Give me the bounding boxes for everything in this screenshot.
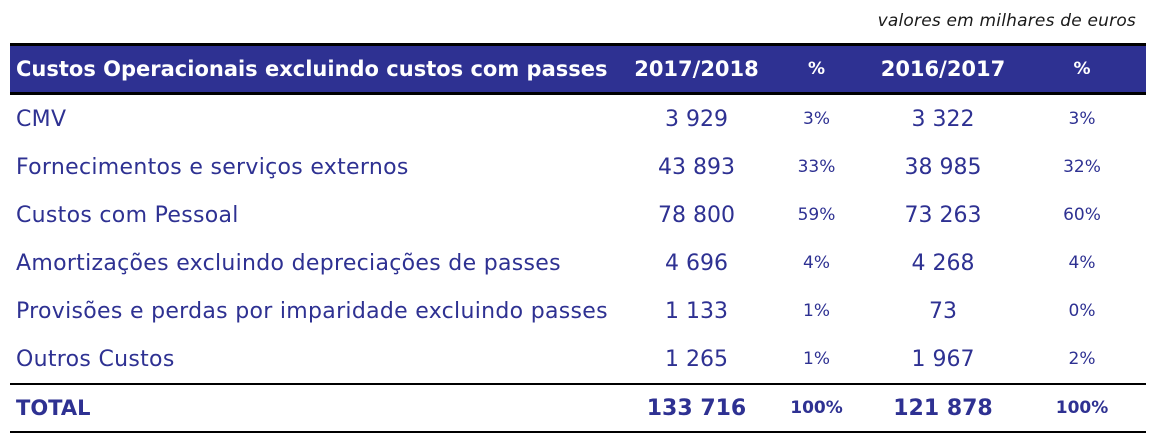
total-label: TOTAL <box>10 383 628 433</box>
row-value-2017-2018: 78 800 <box>658 202 735 228</box>
total-value-2016-2017: 121 878 <box>868 383 1018 433</box>
row-value-2016-2017: 4 268 <box>911 250 975 276</box>
row-pct-2017-2018: 4% <box>803 253 830 273</box>
row-value-2017-2018: 1 133 <box>665 298 728 324</box>
row-label: Fornecimentos e serviços externos <box>16 154 409 180</box>
row-pct-2016-2017: 0% <box>1068 301 1096 321</box>
header-pct-2016-2017: % <box>1018 43 1146 95</box>
row-pct-2016-2017: 3% <box>1068 109 1096 129</box>
table-row: Provisões e perdas por imparidade exclui… <box>10 287 1146 335</box>
total-pct-2017-2018: 100% <box>765 383 868 433</box>
table-row: Custos com Pessoal 78 800 59% 73 263 60% <box>10 191 1146 239</box>
row-value-2017-2018: 43 893 <box>658 154 735 180</box>
table-row: Amortizações excluindo depreciações de p… <box>10 239 1146 287</box>
row-value-2016-2017: 38 985 <box>904 154 982 180</box>
row-pct-2017-2018: 59% <box>797 205 836 225</box>
header-year-2017-2018: 2017/2018 <box>628 43 765 95</box>
row-pct-2017-2018: 1% <box>803 301 830 321</box>
row-value-2016-2017: 3 322 <box>911 106 975 132</box>
row-pct-2017-2018: 33% <box>797 157 836 177</box>
operating-costs-table: Custos Operacionais excluindo custos com… <box>10 43 1146 433</box>
row-pct-2016-2017: 4% <box>1068 253 1096 273</box>
row-value-2017-2018: 1 265 <box>665 346 728 372</box>
table-row: Outros Custos 1 265 1% 1 967 2% <box>10 335 1146 384</box>
row-value-2016-2017: 73 <box>929 298 957 324</box>
row-label: Provisões e perdas por imparidade exclui… <box>16 298 608 324</box>
header-year-2016-2017: 2016/2017 <box>868 43 1018 95</box>
table-header-row: Custos Operacionais excluindo custos com… <box>10 43 1146 95</box>
row-pct-2016-2017: 60% <box>1063 205 1101 225</box>
row-value-2017-2018: 3 929 <box>665 106 728 132</box>
row-value-2016-2017: 73 263 <box>904 202 982 228</box>
row-label: Outros Custos <box>16 346 175 372</box>
header-label: Custos Operacionais excluindo custos com… <box>10 43 628 95</box>
total-row: TOTAL 133 716 100% 121 878 100% <box>10 383 1146 433</box>
total-value-2017-2018: 133 716 <box>628 383 765 433</box>
row-label: CMV <box>16 106 67 132</box>
units-note: valores em milhares de euros <box>877 11 1136 31</box>
row-value-2016-2017: 1 967 <box>911 346 975 372</box>
total-pct-2016-2017: 100% <box>1018 383 1146 433</box>
row-pct-2017-2018: 1% <box>803 349 830 369</box>
row-label: Amortizações excluindo depreciações de p… <box>16 250 561 276</box>
row-label: Custos com Pessoal <box>16 202 239 228</box>
table-row: CMV 3 929 3% 3 322 3% <box>10 94 1146 144</box>
header-pct-2017-2018: % <box>765 43 868 95</box>
row-value-2017-2018: 4 696 <box>665 250 728 276</box>
table-row: Fornecimentos e serviços externos 43 893… <box>10 143 1146 191</box>
row-pct-2016-2017: 2% <box>1068 349 1096 369</box>
row-pct-2017-2018: 3% <box>803 109 830 129</box>
row-pct-2016-2017: 32% <box>1063 157 1101 177</box>
